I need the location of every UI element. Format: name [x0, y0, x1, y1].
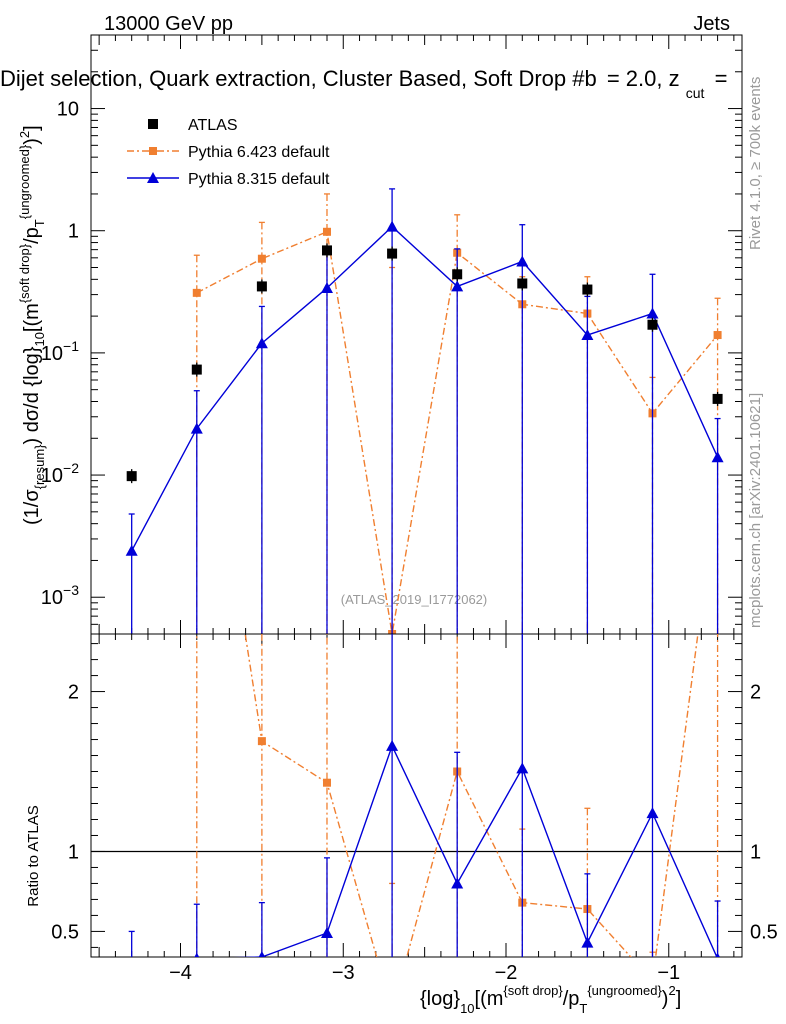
plot-title-eq: = 2.0, z — [607, 66, 680, 91]
ratio-pythia8-point — [581, 936, 594, 948]
ratio-y-tick-label-right: 0.5 — [750, 921, 778, 943]
pythia6-point — [257, 254, 266, 263]
upper-y-tick-label: 10−3 — [41, 582, 79, 609]
ratio-pythia8-point — [126, 965, 138, 976]
ratio-pythia8-line — [233, 744, 718, 957]
energy-label: 13000 GeV pp — [104, 13, 233, 35]
ratio-data — [126, 634, 721, 1015]
legend-label: Pythia 8.315 default — [188, 171, 330, 188]
plot-title-end: = — [715, 66, 728, 91]
pythia8-point — [386, 220, 399, 232]
upper-y-tick-label: 10−1 — [41, 338, 79, 365]
ratio-pythia8-point — [194, 952, 200, 957]
atlas-point — [582, 284, 593, 295]
legend-pythia8-marker — [147, 172, 159, 183]
atlas-point — [387, 248, 398, 259]
rivet-version-label: Rivet 4.1.0, ≥ 700k events — [747, 77, 764, 250]
lower-y-axis-label: Ratio to ATLAS — [25, 805, 42, 906]
atlas-point — [256, 281, 267, 292]
ratio-pythia8-point — [258, 951, 266, 957]
pythia6-point — [322, 227, 331, 236]
atlas-point — [321, 245, 332, 256]
category-label: Jets — [693, 13, 730, 35]
legend: ATLAS Pythia 6.423 default Pythia 8.315 de… — [127, 117, 330, 188]
upper-y-tick-label: 10−2 — [41, 460, 79, 487]
ratio-pythia6-point — [257, 737, 266, 746]
x-tick-label: −1 — [657, 962, 680, 984]
ratio-pythia8-point — [320, 927, 333, 939]
atlas-point — [647, 319, 658, 330]
atlas-point — [191, 364, 202, 375]
atlas-point — [452, 269, 463, 280]
pythia8-point — [255, 337, 268, 349]
ratio-pythia6-point — [322, 778, 331, 787]
atlas-point — [712, 393, 723, 404]
atlas-point — [517, 278, 528, 289]
ratio-y-tick-label: 1 — [68, 841, 79, 863]
pythia6-point — [713, 331, 722, 340]
ratio-pythia8-point — [386, 739, 399, 751]
ratio-pythia8-point — [646, 807, 659, 819]
x-tick-label: −3 — [332, 962, 355, 984]
pythia8-point — [581, 329, 594, 341]
mcplots-label: mcplots.cern.ch [arXiv:2401.10621] — [747, 393, 764, 628]
legend-label: ATLAS — [188, 117, 238, 134]
pythia8-point — [516, 255, 529, 267]
ratio-pythia8-point — [715, 952, 720, 957]
ratio-y-tick-label-right: 2 — [750, 682, 761, 704]
upper-y-axis-label: (1/σ{resum}) dσ/d {log}10[(m{soft drop}/… — [17, 125, 47, 525]
plot-title-main: Dijet selection, Quark extraction, Clust… — [0, 66, 597, 91]
x-tick-label: −2 — [495, 962, 518, 984]
ratio-y-tick-label: 2 — [68, 682, 79, 704]
ratio-pythia8-point — [451, 877, 464, 889]
atlas-point — [126, 471, 137, 482]
pythia8-point — [711, 451, 724, 463]
ratio-frame — [90, 633, 743, 958]
pythia6-line — [196, 230, 719, 634]
upper-data — [125, 188, 724, 634]
pythia6-point — [192, 288, 201, 297]
plot-title-cut: cut — [686, 85, 705, 101]
x-tick-label: −4 — [169, 962, 192, 984]
pythia8-point — [451, 280, 464, 292]
upper-y-tick-label: 10 — [57, 99, 79, 121]
analysis-watermark: (ATLAS_2019_I1772062) — [341, 592, 487, 607]
ratio-pythia8-point — [516, 762, 529, 774]
legend-pythia6-marker — [149, 147, 157, 155]
pythia8-point — [320, 281, 333, 293]
x-axis-label: {log}10[(m{soft drop}/pT{ungroomed})2] — [420, 983, 681, 1016]
ratio-y-tick-label-right: 1 — [750, 841, 761, 863]
ratio-panel: −4 −3 −2 −1 0.5 0.5 1 1 2 2 — [51, 633, 778, 1015]
pythia8-line — [131, 225, 719, 552]
ratio-pythia6-point — [388, 1007, 396, 1015]
legend-label: Pythia 6.423 default — [188, 144, 330, 161]
pythia8-point — [125, 544, 138, 556]
upper-y-tick-label: 1 — [68, 221, 79, 243]
ratio-y-tick-label: 0.5 — [51, 921, 79, 943]
pythia8-point — [646, 307, 659, 319]
pythia8-point — [190, 422, 203, 434]
legend-atlas-marker — [148, 119, 158, 129]
upper-panel: 10−3 10−2 10−1 1 10 — [41, 34, 743, 635]
plot-title: Dijet selection, Quark extraction, Clust… — [0, 66, 727, 103]
